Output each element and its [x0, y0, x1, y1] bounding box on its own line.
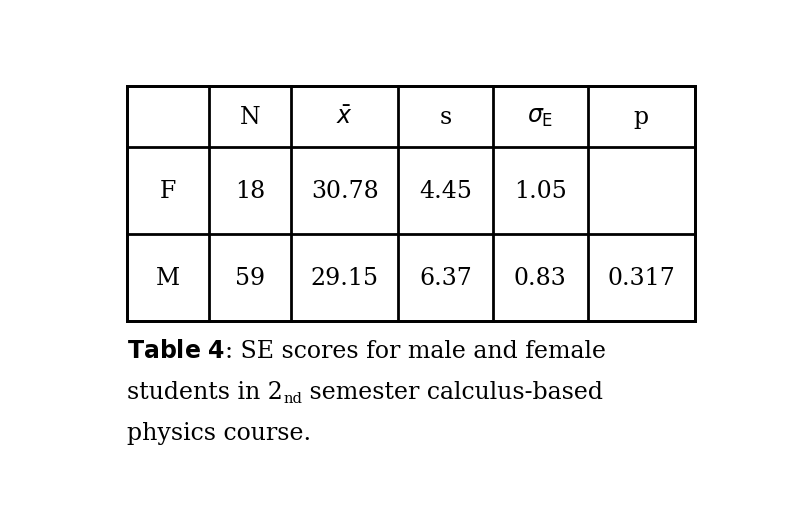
- Text: 18: 18: [235, 180, 265, 203]
- Text: $\mathit{\sigma}_{\mathrm{E}}$: $\mathit{\sigma}_{\mathrm{E}}$: [527, 106, 553, 129]
- Text: 30.78: 30.78: [311, 180, 379, 203]
- Text: 1.05: 1.05: [514, 180, 567, 203]
- Text: students in 2: students in 2: [127, 381, 283, 404]
- Text: N: N: [240, 106, 260, 129]
- Text: $\bar{x}$: $\bar{x}$: [337, 106, 353, 129]
- Text: nd: nd: [283, 391, 302, 405]
- Text: p: p: [634, 106, 649, 129]
- Text: physics course.: physics course.: [127, 421, 311, 444]
- Text: 59: 59: [235, 267, 265, 290]
- Text: s: s: [439, 106, 452, 129]
- Text: semester calculus-based: semester calculus-based: [302, 381, 603, 404]
- Text: $\mathbf{Table\ 4}$: $\mathbf{Table\ 4}$: [127, 340, 225, 362]
- Text: 6.37: 6.37: [419, 267, 472, 290]
- Text: 4.45: 4.45: [419, 180, 472, 203]
- Text: M: M: [156, 267, 181, 290]
- Text: 0.317: 0.317: [607, 267, 675, 290]
- Text: 0.83: 0.83: [514, 267, 567, 290]
- Text: F: F: [160, 180, 177, 203]
- Text: 29.15: 29.15: [310, 267, 379, 290]
- Text: : SE scores for male and female: : SE scores for male and female: [225, 340, 607, 362]
